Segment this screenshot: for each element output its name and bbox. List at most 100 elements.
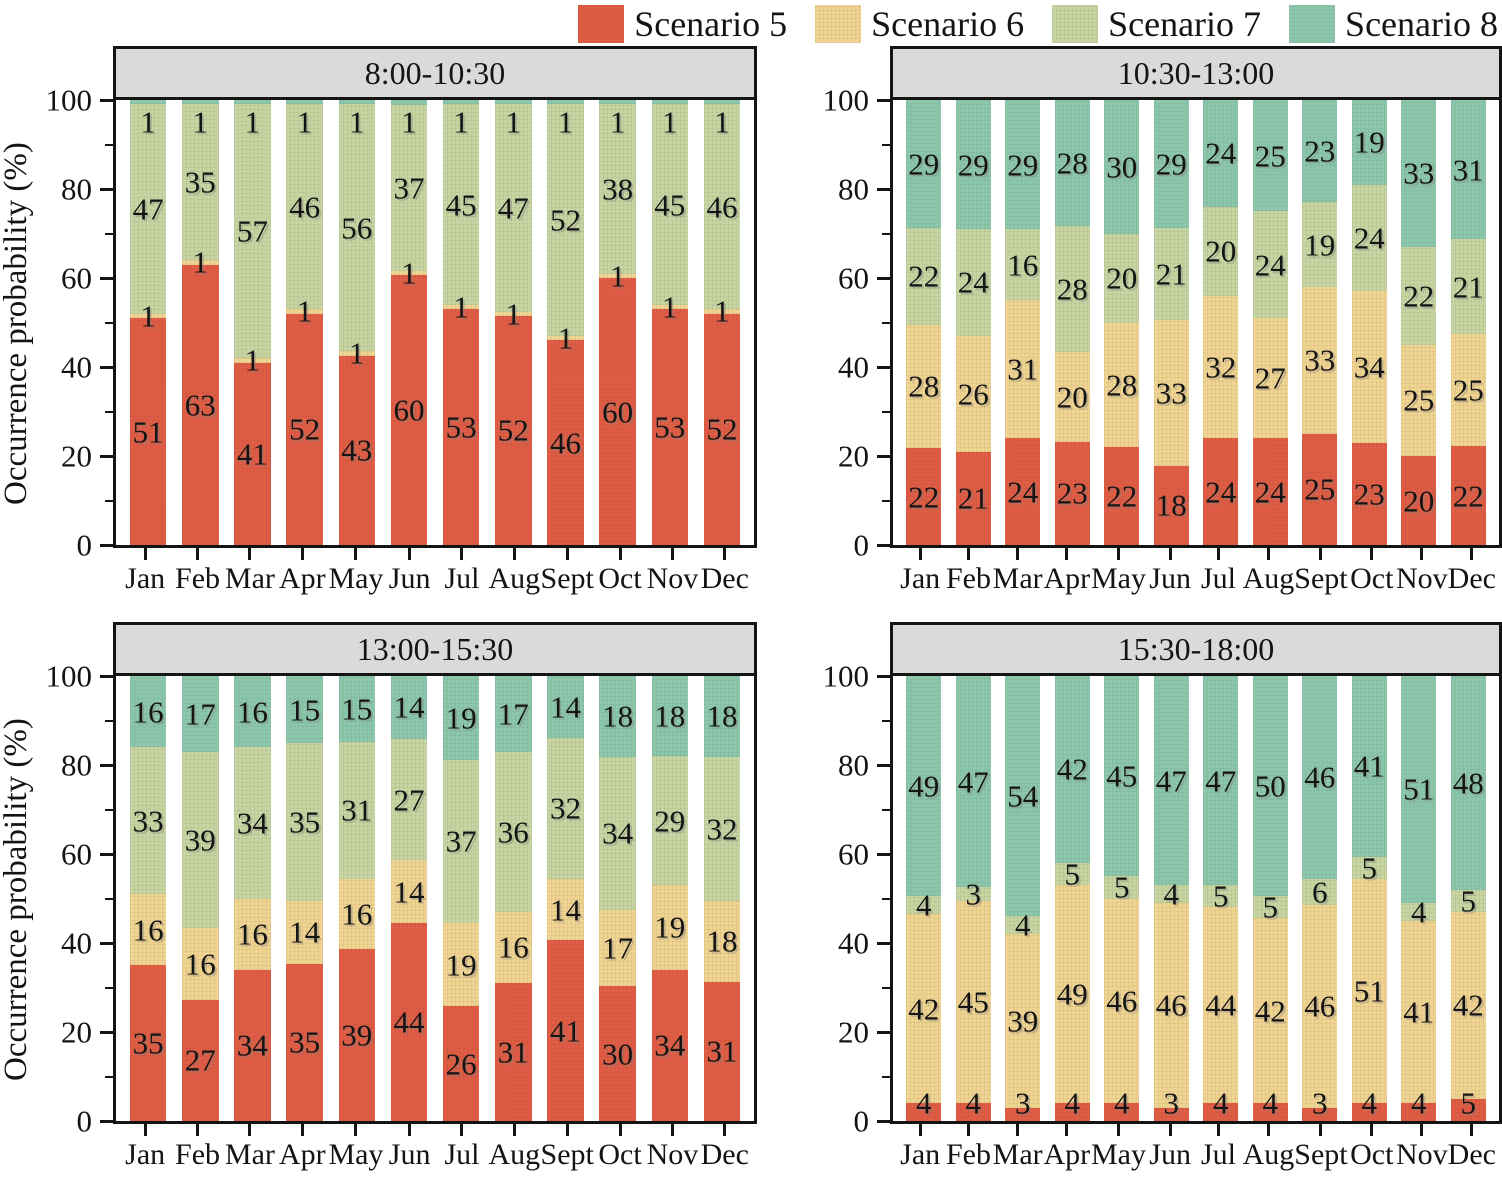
value-label-scenario-7: 5 (1361, 850, 1377, 886)
value-label-scenario-5: 4 (915, 1085, 932, 1121)
value-label-scenario-5: 34 (654, 1027, 686, 1063)
y-tick-label: 40 (838, 349, 869, 385)
segment-scenario-7 (703, 104, 741, 310)
value-label-scenario-8: 18 (654, 698, 686, 734)
y-tick-label: 80 (838, 171, 869, 207)
value-label-scenario-7: 45 (654, 187, 686, 223)
segment-scenario-5 (547, 940, 584, 1121)
segment-scenario-8 (495, 100, 532, 105)
y-major-tick (877, 276, 890, 280)
segment-scenario-7 (495, 751, 532, 913)
segment-scenario-6 (599, 909, 636, 987)
legend-label-scenario-8: Scenario 8 (1345, 4, 1498, 44)
value-label-scenario-8: 51 (1403, 771, 1435, 807)
segment-scenario-8 (1005, 676, 1041, 917)
stacked-bar-feb: 27 16 39 17 (182, 676, 219, 1122)
value-label-scenario-5: 24 (1254, 474, 1286, 510)
x-cell-oct: Oct (1348, 1124, 1396, 1179)
value-label-scenario-6: 18 (706, 923, 738, 959)
value-label-scenario-6: 1 (349, 335, 365, 371)
stacked-bar-aug: 24 27 24 25 (1252, 100, 1288, 545)
x-cell-apr: Apr (1043, 1124, 1091, 1179)
x-tick (618, 548, 622, 560)
stacked-bar-jan: 4 42 4 49 (906, 676, 942, 1121)
segment-scenario-8 (1302, 676, 1338, 879)
bar-cell-jul: 26 19 37 19 (435, 676, 487, 1121)
segment-scenario-6 (1302, 905, 1338, 1108)
value-label-scenario-8: 33 (1403, 155, 1435, 191)
value-label-scenario-8: 1 (714, 104, 730, 140)
segment-scenario-5 (1005, 1107, 1041, 1122)
segment-scenario-8 (390, 100, 428, 106)
bars-row: 22 28 22 29 21 26 24 29 24 31 16 29 23 20 28 28 22 28 20 30… (893, 100, 1499, 546)
value-label-scenario-8: 1 (296, 104, 313, 140)
bar-cell-jun: 18 33 21 29 (1147, 100, 1197, 546)
segment-scenario-8 (547, 100, 584, 105)
segment-scenario-6 (1005, 934, 1041, 1108)
segment-scenario-6 (703, 309, 741, 315)
bar-cell-sept: 46 1 52 1 (539, 100, 591, 545)
x-tick-label: May (328, 562, 384, 595)
segment-scenario-6 (703, 900, 741, 982)
value-label-scenario-8: 15 (341, 691, 373, 727)
x-tick-label: Jun (1149, 562, 1191, 595)
stacked-bar-oct: 4 51 5 41 (1351, 676, 1387, 1121)
stacked-bar-dec: 22 25 21 31 (1450, 100, 1486, 545)
segment-scenario-7 (1054, 862, 1090, 886)
panel-title: 10:30-13:00 (890, 46, 1502, 100)
segment-scenario-7 (906, 896, 942, 915)
stacked-bar-apr: 4 49 5 42 (1054, 676, 1090, 1121)
segment-scenario-7 (442, 104, 480, 305)
bar-cell-may: 39 16 31 15 (331, 676, 383, 1121)
legend-item-scenario-8: Scenario 8 (1289, 5, 1498, 43)
x-tick (408, 1124, 412, 1136)
segment-scenario-8 (182, 100, 219, 105)
x-tick-label: Jul (1200, 562, 1236, 595)
segment-scenario-7 (955, 887, 991, 902)
value-label-scenario-8: 1 (662, 104, 678, 140)
value-label-scenario-6: 1 (662, 289, 678, 325)
segment-scenario-7 (906, 227, 942, 325)
segment-scenario-7 (703, 756, 741, 901)
bar-cell-may: 4 46 5 45 (1097, 676, 1147, 1121)
value-label-scenario-8: 18 (706, 698, 738, 734)
bar-cell-aug: 4 42 5 50 (1246, 676, 1296, 1121)
stacked-bar-oct: 30 17 34 18 (599, 676, 636, 1121)
segment-scenario-8 (1302, 100, 1338, 203)
value-label-scenario-6: 16 (497, 929, 529, 965)
value-label-scenario-5: 53 (445, 409, 477, 445)
stacked-bar-sept: 3 46 6 46 (1302, 676, 1338, 1122)
value-label-scenario-7: 28 (1056, 271, 1088, 307)
value-label-scenario-8: 1 (609, 104, 626, 140)
x-cell-nov: Nov (1396, 548, 1448, 604)
y-major-tick (100, 276, 113, 280)
value-label-scenario-5: 53 (654, 409, 686, 445)
legend-swatch-scenario-6 (815, 5, 862, 43)
segment-scenario-6 (234, 898, 271, 970)
y-minor-tick (105, 499, 113, 502)
x-tick (196, 1124, 200, 1136)
value-label-scenario-5: 4 (1113, 1085, 1130, 1121)
segment-scenario-8 (338, 676, 376, 743)
bar-cell-apr: 23 20 28 28 (1048, 100, 1098, 546)
stacked-bar-jun: 60 1 37 1 (390, 100, 428, 545)
segment-scenario-6 (1351, 878, 1387, 1104)
x-cell-jun: Jun (383, 1124, 435, 1179)
x-tick (1216, 548, 1220, 560)
segment-scenario-8 (1203, 676, 1239, 886)
stacked-bar-nov: 53 1 45 1 (651, 100, 689, 545)
segment-scenario-7 (547, 104, 584, 337)
x-tick-label: Nov (1395, 1138, 1448, 1171)
x-tick (1370, 1124, 1374, 1136)
x-cell-dec: Dec (699, 1124, 751, 1179)
value-label-scenario-6: 46 (1106, 983, 1138, 1019)
x-tick (196, 548, 200, 560)
y-major-tick (877, 1119, 890, 1123)
segment-scenario-6 (338, 351, 376, 356)
bar-cell-sept: 3 46 6 46 (1295, 676, 1345, 1122)
value-label-scenario-5: 26 (445, 1046, 477, 1082)
x-tick (966, 548, 970, 560)
legend-label-scenario-7: Scenario 7 (1108, 4, 1262, 44)
x-cell-jan: Jan (119, 548, 171, 604)
stacked-bar-sept: 46 1 52 1 (547, 100, 584, 545)
